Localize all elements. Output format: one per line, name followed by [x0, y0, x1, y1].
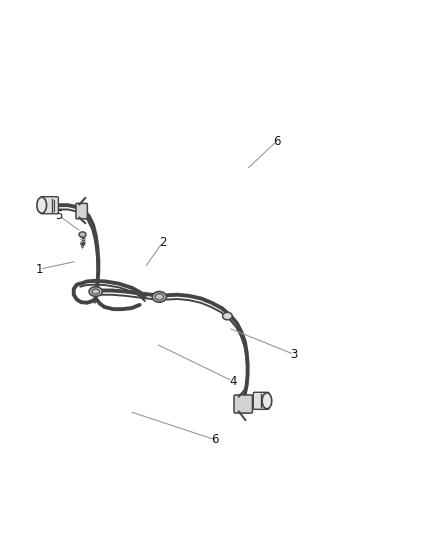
Text: 5: 5	[56, 209, 63, 222]
Text: 6: 6	[211, 433, 219, 446]
FancyBboxPatch shape	[76, 203, 87, 219]
Ellipse shape	[37, 197, 46, 213]
Ellipse shape	[155, 294, 163, 300]
Ellipse shape	[79, 232, 86, 237]
Text: 6: 6	[272, 135, 280, 148]
FancyBboxPatch shape	[233, 395, 252, 413]
Ellipse shape	[152, 292, 166, 302]
Text: 4: 4	[228, 375, 236, 387]
FancyBboxPatch shape	[253, 392, 268, 409]
Ellipse shape	[222, 312, 232, 320]
Text: 1: 1	[35, 263, 43, 276]
FancyBboxPatch shape	[40, 197, 58, 214]
Ellipse shape	[89, 287, 102, 296]
Text: 3: 3	[290, 348, 297, 361]
Ellipse shape	[261, 393, 271, 409]
Text: 2: 2	[158, 236, 166, 249]
Ellipse shape	[92, 289, 99, 294]
Polygon shape	[80, 243, 85, 248]
